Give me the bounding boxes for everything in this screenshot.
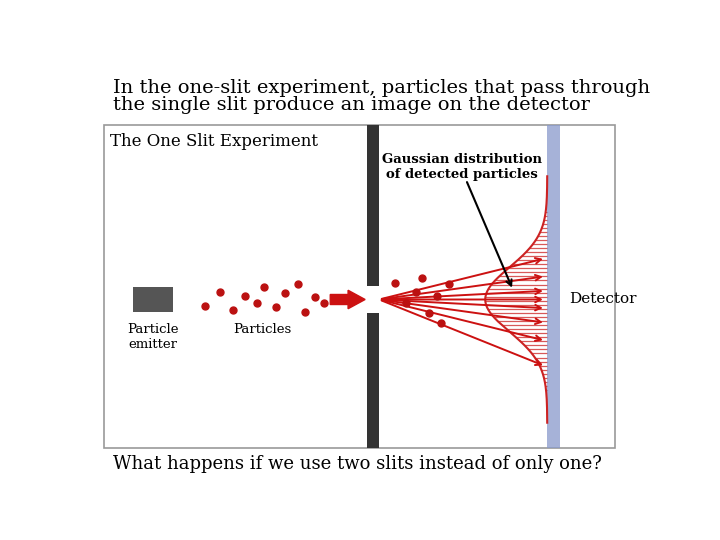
FancyArrow shape bbox=[330, 291, 365, 309]
Text: the single slit produce an image on the detector: the single slit produce an image on the … bbox=[113, 96, 590, 114]
Text: The One Slit Experiment: The One Slit Experiment bbox=[110, 132, 318, 150]
Bar bbox=[547, 125, 559, 448]
Text: What happens if we use two slits instead of only one?: What happens if we use two slits instead… bbox=[113, 455, 602, 472]
Bar bbox=[104, 125, 616, 448]
Text: In the one-slit experiment, particles that pass through: In the one-slit experiment, particles th… bbox=[113, 79, 650, 97]
Bar bbox=[366, 313, 379, 448]
Text: Particles: Particles bbox=[233, 322, 291, 335]
Text: Detector: Detector bbox=[569, 293, 636, 307]
Text: Particle
emitter: Particle emitter bbox=[127, 322, 179, 350]
Bar bbox=[132, 287, 173, 312]
Text: Gaussian distribution
of detected particles: Gaussian distribution of detected partic… bbox=[382, 153, 542, 181]
Bar bbox=[366, 125, 379, 286]
